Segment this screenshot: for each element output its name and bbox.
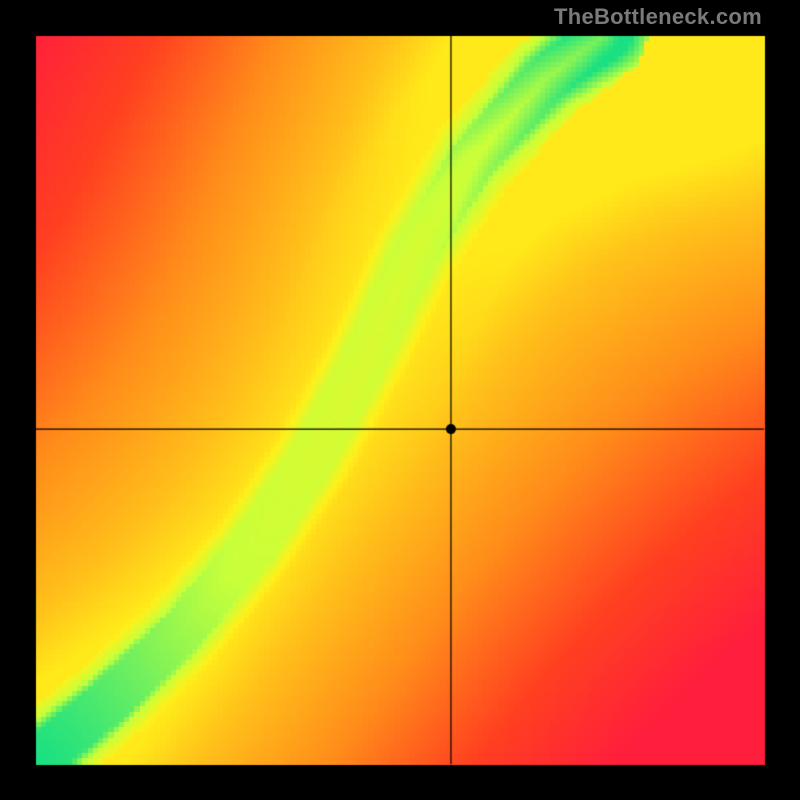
attribution-label: TheBottleneck.com (554, 4, 762, 30)
chart-stage: TheBottleneck.com (0, 0, 800, 800)
bottleneck-heatmap-canvas (0, 0, 800, 800)
